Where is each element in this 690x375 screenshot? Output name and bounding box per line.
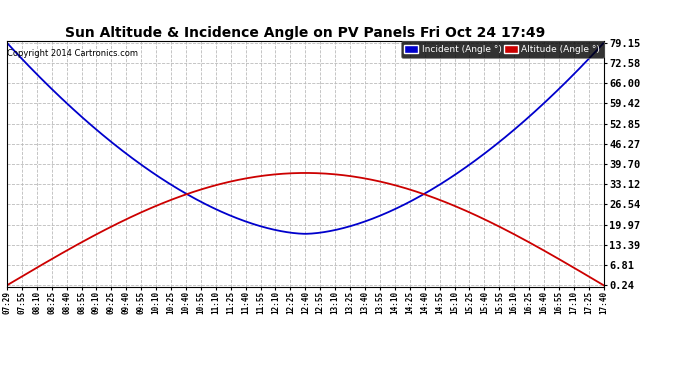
Legend: Incident (Angle °), Altitude (Angle °): Incident (Angle °), Altitude (Angle °) (401, 41, 604, 58)
Title: Sun Altitude & Incidence Angle on PV Panels Fri Oct 24 17:49: Sun Altitude & Incidence Angle on PV Pan… (65, 26, 546, 40)
Text: Copyright 2014 Cartronics.com: Copyright 2014 Cartronics.com (8, 49, 139, 58)
